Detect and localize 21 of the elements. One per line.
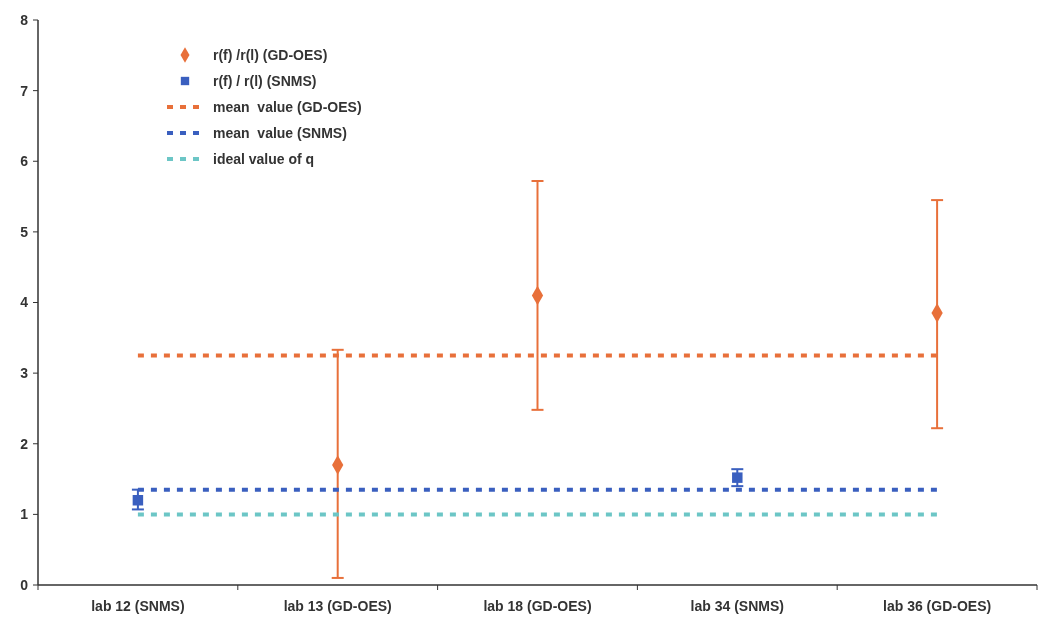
legend-label: r(f) / r(l) (SNMS) [213,72,317,89]
y-tick-label: 1 [20,506,29,523]
y-tick-label: 2 [20,435,29,452]
y-tick-label: 3 [20,365,29,382]
point [732,472,743,483]
y-tick-label: 7 [20,82,29,99]
y-tick-label: 0 [20,576,29,593]
y-tick-label: 5 [20,223,29,240]
legend-label: mean value (GD-OES) [213,98,362,115]
x-tick-label: lab 18 (GD-OES) [483,598,592,614]
legend-label: mean value (SNMS) [213,124,347,141]
x-tick-label: lab 12 (SNMS) [91,598,185,614]
y-tick-label: 4 [20,294,29,311]
legend-label: r(f) /r(l) (GD-OES) [213,46,328,63]
legend-label: ideal value of q [213,150,315,167]
y-tick-label: 8 [20,11,29,28]
x-tick-label: lab 34 (SNMS) [690,598,784,614]
y-tick-label: 6 [20,153,29,170]
x-tick-label: lab 13 (GD-OES) [283,598,392,614]
point [132,495,144,506]
x-tick-label: lab 36 (GD-OES) [883,598,992,614]
